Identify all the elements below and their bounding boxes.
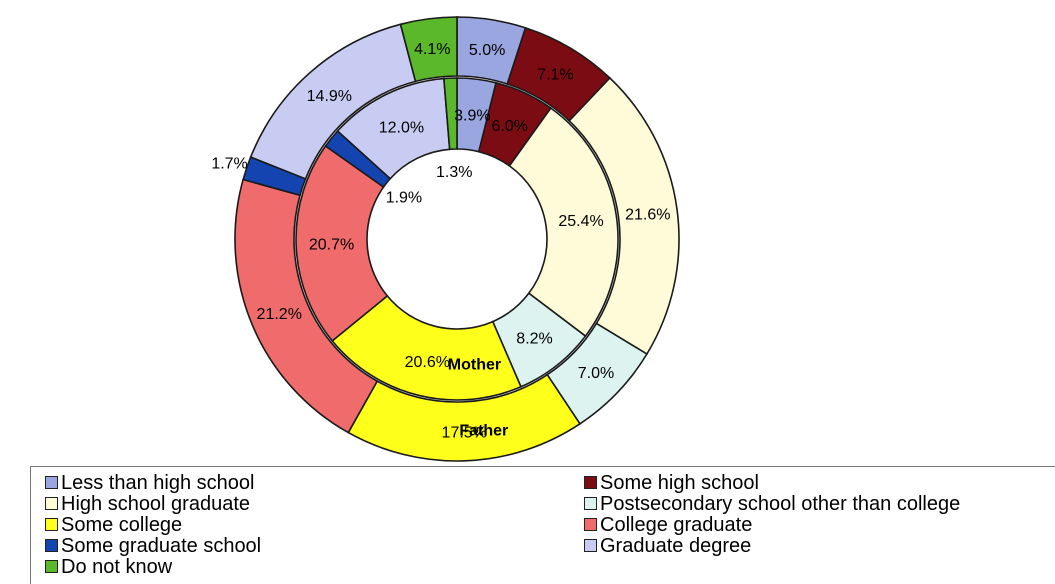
father-value-label: 21.2% (257, 306, 302, 323)
legend-swatch (584, 476, 597, 489)
legend-label: Less than high school (61, 472, 255, 494)
mother-slice-some-college (331, 294, 522, 401)
legend-label: Some high school (600, 472, 759, 494)
chart-slices (234, 16, 680, 462)
legend-item-postsecondary-school: Postsecondary school other than college (584, 493, 961, 515)
legend-item-some-graduate-school: Some graduate school (45, 535, 262, 557)
legend-item-some-high-school: Some high school (584, 472, 759, 494)
legend-item-high-school-graduate: High school graduate (45, 493, 251, 515)
mother-value-label: 6.0% (491, 118, 527, 135)
father-slice-do-not-know (399, 16, 458, 83)
mother-value-label: 20.7% (309, 236, 354, 253)
donut-chart: 3.9%6.0% 25.4% 8.2% 20.6% 20.7% 1.9% 12.0% 1.3%… (211, 16, 680, 462)
legend-label: Do not know (61, 556, 173, 578)
legend-label: High school graduate (61, 493, 251, 515)
father-value-label: 7.0% (578, 365, 614, 382)
father-value-label: 14.9% (307, 88, 352, 105)
father-value-label: 4.1% (414, 41, 450, 58)
legend-swatch (584, 518, 597, 531)
chart-legend: Less than high school Some high school H… (30, 466, 1055, 584)
legend-label: College graduate (600, 514, 753, 536)
legend-swatch (584, 497, 597, 510)
mother-value-label: 12.0% (379, 119, 424, 136)
father-value-label: 21.6% (625, 206, 670, 223)
mother-value-label: 20.6% (405, 354, 450, 371)
father-value-label: 17.5% (442, 424, 487, 441)
legend-item-less-than-high-school: Less than high school (45, 472, 255, 494)
legend-swatch (45, 560, 58, 573)
legend-item-graduate-degree: Graduate degree (584, 535, 752, 557)
mother-value-label: 25.4% (558, 213, 603, 230)
legend-swatch (45, 476, 58, 489)
legend-label: Graduate degree (600, 535, 752, 557)
legend-swatch (584, 539, 597, 552)
mother-ring-label: Mother (448, 356, 501, 373)
legend-swatch (45, 518, 58, 531)
mother-value-label: 8.2% (516, 331, 552, 348)
father-ring-label: Father (459, 423, 508, 440)
mother-slice-do-not-know (443, 77, 458, 151)
father-value-label: 7.1% (537, 67, 573, 84)
mother-slice-college-graduate (295, 144, 389, 342)
mother-value-label: 1.3% (436, 164, 472, 181)
legend-label: Some graduate school (61, 535, 262, 557)
father-value-label: 1.7% (211, 155, 247, 172)
father-value-label: 5.0% (469, 42, 505, 59)
legend-item-college-graduate: College graduate (584, 514, 753, 536)
mother-value-label: 3.9% (454, 107, 490, 124)
legend-label: Postsecondary school other than college (600, 493, 961, 515)
mother-value-label: 1.9% (386, 189, 422, 206)
chart-labels: 3.9%6.0% 25.4% 8.2% 20.6% 20.7% 1.9% 12.0% 1.3%… (211, 41, 670, 441)
mother-slice-high-school-graduate (508, 107, 619, 338)
legend-label: Some college (61, 514, 183, 536)
legend-swatch (45, 497, 58, 510)
legend-swatch (45, 539, 58, 552)
legend-item-do-not-know: Do not know (45, 556, 173, 578)
legend-item-some-college: Some college (45, 514, 183, 536)
